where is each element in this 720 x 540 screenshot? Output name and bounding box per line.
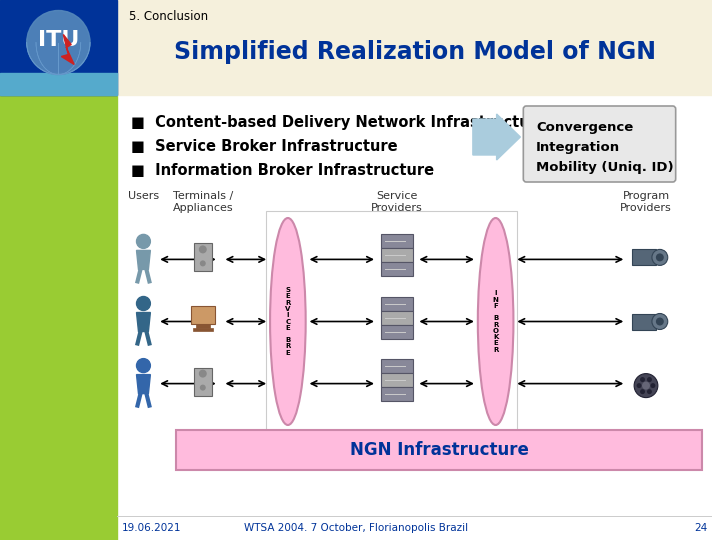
Circle shape — [634, 374, 658, 397]
Text: I
N
F
 
B
R
O
K
E
R: I N F B R O K E R — [492, 291, 499, 353]
Circle shape — [199, 369, 207, 377]
Text: NGN Infrastructure: NGN Infrastructure — [350, 441, 528, 459]
Text: ITU: ITU — [37, 30, 79, 50]
Bar — [194, 244, 212, 272]
Text: S
E
R
V
I
C
E
 
B
R
E: S E R V I C E B R E — [285, 287, 291, 356]
Bar — [0, 0, 117, 95]
Bar — [194, 368, 212, 396]
Bar — [381, 325, 413, 339]
Text: Users: Users — [128, 191, 159, 201]
Bar — [381, 310, 413, 325]
Circle shape — [652, 249, 667, 265]
Bar — [381, 262, 413, 276]
Polygon shape — [137, 375, 150, 394]
Text: Mobility (Uniq. ID): Mobility (Uniq. ID) — [536, 161, 674, 174]
Text: Service
Providers: Service Providers — [371, 191, 423, 213]
Bar — [266, 211, 518, 432]
Text: 24: 24 — [694, 523, 707, 533]
Text: Terminals /
Appliances: Terminals / Appliances — [173, 191, 233, 213]
Bar — [381, 359, 413, 373]
Circle shape — [200, 384, 206, 390]
Ellipse shape — [270, 218, 306, 425]
Circle shape — [656, 318, 664, 326]
Circle shape — [137, 234, 150, 248]
Circle shape — [27, 10, 90, 75]
Bar — [632, 314, 656, 329]
Bar — [632, 249, 656, 265]
Bar — [0, 73, 117, 95]
Circle shape — [642, 382, 650, 389]
FancyArrow shape — [473, 114, 521, 160]
Text: ■  Content-based Delivery Network Infrastructure: ■ Content-based Delivery Network Infrast… — [130, 115, 546, 130]
Circle shape — [647, 377, 652, 382]
Bar — [0, 0, 117, 540]
Bar — [176, 430, 703, 470]
Text: ■  Service Broker Infrastructure: ■ Service Broker Infrastructure — [130, 139, 397, 154]
Bar — [381, 296, 413, 310]
Text: Program
Providers: Program Providers — [620, 191, 672, 213]
Bar — [191, 306, 215, 323]
Circle shape — [647, 389, 652, 394]
Circle shape — [137, 359, 150, 373]
Bar — [381, 248, 413, 262]
Circle shape — [636, 383, 642, 388]
Bar — [381, 387, 413, 401]
Text: Simplified Realization Model of NGN: Simplified Realization Model of NGN — [174, 40, 655, 64]
Circle shape — [656, 253, 664, 261]
Circle shape — [640, 377, 645, 382]
Ellipse shape — [478, 218, 513, 425]
Text: WTSA 2004. 7 October, Florianopolis Brazil: WTSA 2004. 7 October, Florianopolis Braz… — [244, 523, 468, 533]
Bar — [196, 323, 210, 327]
Circle shape — [137, 296, 150, 310]
Polygon shape — [61, 35, 74, 64]
Bar — [117, 0, 712, 95]
Polygon shape — [137, 251, 150, 269]
Bar — [381, 234, 413, 248]
Text: 19.06.2021: 19.06.2021 — [122, 523, 181, 533]
Circle shape — [199, 245, 207, 253]
FancyBboxPatch shape — [523, 106, 675, 182]
Circle shape — [650, 383, 655, 388]
Circle shape — [200, 260, 206, 266]
Circle shape — [640, 389, 645, 394]
Text: ■  Information Broker Infrastructure: ■ Information Broker Infrastructure — [130, 163, 433, 178]
Bar — [381, 373, 413, 387]
Text: 5. Conclusion: 5. Conclusion — [129, 10, 208, 23]
Polygon shape — [137, 313, 150, 332]
Bar — [193, 327, 212, 330]
Text: Integration: Integration — [536, 141, 621, 154]
Circle shape — [652, 314, 667, 329]
Text: Convergence: Convergence — [536, 121, 634, 134]
